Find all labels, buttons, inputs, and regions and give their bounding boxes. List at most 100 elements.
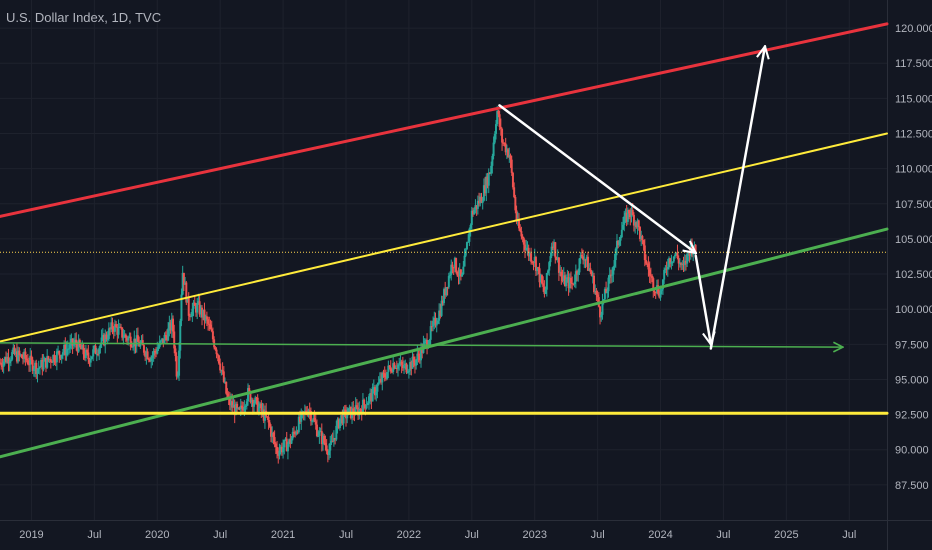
candle-body	[338, 418, 341, 428]
candle-body	[192, 302, 195, 309]
candle-body	[405, 363, 408, 373]
candle-body	[295, 431, 298, 435]
candle-body	[197, 301, 200, 303]
candle-body	[67, 348, 70, 350]
candle-body	[638, 226, 641, 240]
candle-body	[470, 210, 473, 225]
candle-body	[590, 271, 593, 276]
candle-body	[296, 431, 299, 433]
candle-body	[419, 347, 422, 361]
candle-body	[240, 405, 243, 409]
chart-title: U.S. Dollar Index, 1D, TVC	[6, 10, 162, 25]
candle-body	[684, 260, 687, 264]
candle-body	[208, 323, 211, 325]
y-tick-label: 87.500	[895, 480, 929, 492]
candle-body	[426, 339, 429, 349]
candle-body	[1, 365, 4, 367]
candle-body	[519, 228, 522, 232]
candle-body	[53, 355, 56, 362]
candle-body	[190, 316, 193, 318]
candle-body	[395, 367, 398, 369]
candle-body	[15, 351, 18, 362]
candle-body	[400, 361, 403, 365]
candle-body	[499, 126, 502, 129]
candle-body	[507, 149, 510, 157]
candle-body	[407, 370, 410, 373]
candle-body	[43, 358, 46, 362]
candle-body	[596, 294, 599, 298]
candle-body	[462, 266, 465, 275]
candle-body	[233, 404, 236, 415]
candle-body	[34, 362, 37, 370]
x-tick-label: 2025	[774, 529, 798, 541]
candle-body	[324, 442, 327, 446]
candle-body	[147, 358, 150, 360]
candle-body	[6, 356, 9, 363]
candle-body	[560, 271, 563, 277]
candle-body	[599, 306, 602, 318]
candle-body	[123, 334, 126, 338]
candle-body	[495, 124, 498, 134]
candle-body	[669, 258, 672, 264]
price-axis[interactable]: 87.500 90.000 92.500 95.000 97.500 100.000 102…	[895, 23, 932, 492]
candle-body	[678, 263, 681, 265]
candle-body	[117, 327, 120, 335]
candle-body	[3, 357, 6, 362]
candle-body	[646, 263, 649, 265]
time-axis[interactable]: 2019 Jul 2020 Jul 2021 Jul 2022 Jul 2023 Jul 2024 J…	[19, 529, 856, 541]
candle-body	[557, 257, 560, 273]
candle-body	[384, 377, 387, 379]
candle-body	[146, 351, 149, 359]
candle-body	[26, 360, 29, 365]
candle-body	[185, 282, 188, 303]
candle-body	[490, 165, 493, 174]
candle-body	[435, 323, 438, 326]
candle-body	[637, 220, 640, 227]
candle-body	[136, 335, 139, 342]
y-tick-label: 110.000	[895, 164, 932, 176]
candle-body	[524, 244, 527, 250]
candle-body	[245, 401, 248, 406]
candle-body	[657, 285, 660, 294]
candle-body	[531, 261, 534, 263]
candle-body	[571, 283, 574, 285]
candle-body	[19, 354, 22, 356]
candle-body	[232, 404, 235, 408]
candle-body	[648, 269, 651, 276]
candle-body	[188, 315, 191, 317]
candle-body	[41, 359, 44, 370]
candle-body	[262, 409, 265, 421]
candle-body	[276, 446, 279, 454]
candle-body	[135, 335, 138, 347]
candle-body	[521, 236, 524, 239]
candle-body	[251, 399, 254, 407]
candle-body	[196, 302, 199, 313]
candle-body	[122, 337, 125, 339]
candle-body	[149, 359, 152, 362]
candle-body	[169, 322, 172, 331]
candle-body	[496, 111, 499, 125]
candle-body	[106, 338, 109, 340]
candle-body	[331, 440, 334, 442]
candle-body	[129, 336, 132, 347]
candle-body	[315, 424, 318, 437]
candle-body	[95, 353, 98, 355]
candle-body	[44, 358, 47, 368]
candle-body	[493, 133, 496, 143]
y-tick-label: 107.500	[895, 199, 932, 211]
candle-body	[308, 410, 311, 412]
candle-body	[461, 274, 464, 277]
candle-body	[167, 328, 170, 341]
candle-body	[418, 355, 421, 361]
candle-body	[389, 367, 392, 372]
candle-body	[536, 267, 539, 271]
candle-body	[359, 408, 362, 411]
candle-body	[544, 289, 547, 294]
candle-body	[8, 361, 11, 364]
candle-body	[193, 302, 196, 306]
candle-body	[624, 212, 627, 217]
candle-body	[612, 266, 615, 275]
candle-body	[5, 357, 8, 363]
candle-body	[199, 307, 202, 315]
